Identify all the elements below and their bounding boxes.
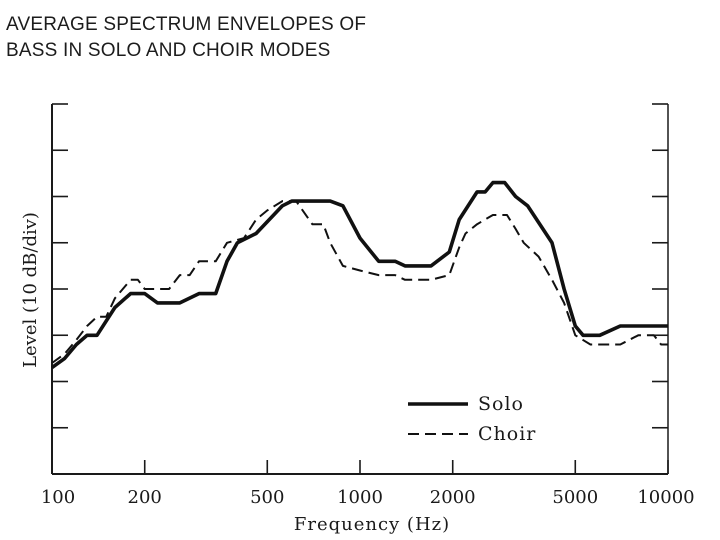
y-axis-ticks: [52, 103, 668, 475]
legend-label-solo: Solo: [478, 393, 524, 415]
x-axis-tick-labels: 100 200 500 1000 2000 5000 10000: [41, 487, 695, 508]
x-axis-label: Frequency (Hz): [294, 514, 450, 535]
slide-title: AVERAGE SPECTRUM ENVELOPES OF BASS IN SO…: [6, 14, 367, 61]
x-tick-label: 500: [250, 487, 284, 508]
x-tick-label: 5000: [552, 487, 598, 508]
series-solo-line: [50, 180, 668, 370]
legend-label-choir: Choir: [478, 423, 536, 445]
y-axis-label: Level (10 dB/div): [20, 212, 41, 368]
series-layer: [50, 180, 668, 370]
legend: Solo Choir: [408, 393, 536, 445]
series-choir-line: [51, 200, 668, 364]
x-axis-ticks: [51, 460, 669, 474]
x-tick-label: 100: [41, 487, 75, 508]
x-tick-label: 2000: [430, 487, 476, 508]
x-tick-label: 1000: [337, 487, 383, 508]
x-tick-label: 10000: [637, 487, 694, 508]
x-tick-label: 200: [128, 487, 162, 508]
